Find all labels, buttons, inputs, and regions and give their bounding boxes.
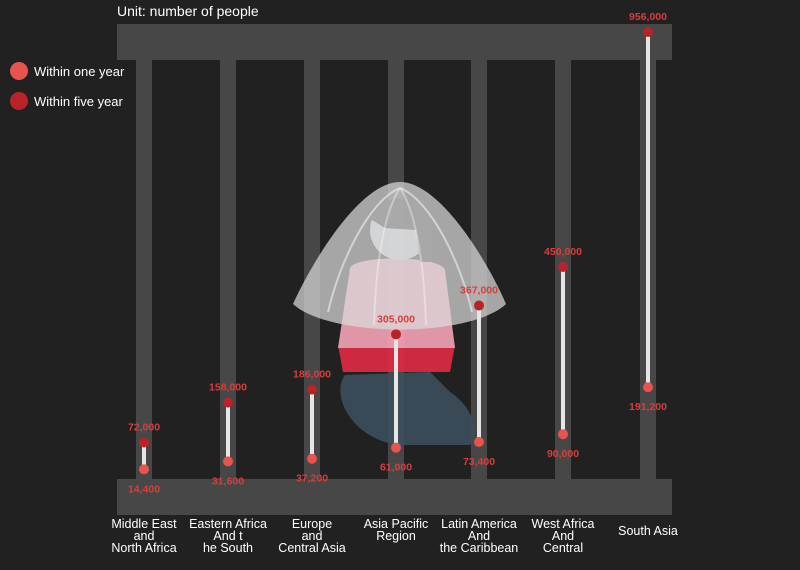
legend-label: Within five year	[34, 93, 123, 109]
point-within-five-year	[391, 329, 401, 340]
legend-item-within-one-year: Within one year	[10, 61, 124, 81]
category-label-line: Region	[376, 529, 416, 543]
point-within-five-year	[307, 384, 317, 395]
legend: Within one year Within five year	[10, 61, 124, 121]
cage-bar	[136, 24, 152, 479]
point-within-five-year	[223, 397, 233, 408]
data-label-within-five-year: 956,000	[629, 11, 667, 23]
category-label-line: Central	[542, 541, 584, 555]
category-label-line: And	[551, 529, 575, 543]
data-label-within-five-year: 367,000	[460, 285, 498, 297]
category-label: Eastern Africa And t he South	[173, 517, 283, 555]
point-within-one-year	[643, 382, 653, 393]
category-label-line: and	[133, 529, 155, 543]
category-label: Latin America And the Caribbean	[424, 517, 534, 555]
category-label-line: and	[301, 529, 323, 543]
category-label: Middle East and North Africa	[89, 517, 199, 555]
category-label-line: South Asia	[618, 524, 678, 538]
point-within-one-year	[307, 453, 317, 464]
category-label-line: Europe	[291, 517, 333, 531]
data-label-within-five-year: 305,000	[377, 313, 415, 325]
category-label-line: And t	[213, 529, 243, 543]
legend-item-within-five-year: Within five year	[10, 91, 124, 111]
data-label-within-five-year: 158,000	[209, 382, 247, 394]
point-within-five-year	[643, 27, 653, 37]
category-label-line: Asia Pacific	[363, 517, 429, 531]
data-label-within-one-year: 90,000	[547, 448, 579, 460]
category-label: Europe and Central Asia	[257, 517, 367, 555]
data-label-within-five-year: 72,000	[128, 422, 160, 434]
category-label-line: West Africa	[531, 517, 595, 531]
category-label-line: Middle East	[111, 517, 177, 531]
point-within-five-year	[139, 437, 149, 448]
category-label: Asia Pacific Region	[341, 517, 451, 543]
point-within-five-year	[474, 300, 484, 311]
data-label-within-five-year: 186,000	[293, 369, 331, 381]
legend-dot-within-one-year	[10, 62, 28, 80]
cage-top-rail	[117, 24, 672, 60]
category-label-line: he South	[202, 541, 254, 555]
point-within-one-year	[474, 436, 484, 447]
category-label-line: North Africa	[111, 541, 177, 555]
cage-bottom-rail	[117, 479, 672, 515]
category-label-line: And	[467, 529, 491, 543]
point-within-five-year	[558, 262, 568, 273]
girl-illustration	[293, 182, 506, 445]
category-label-line: Central Asia	[278, 541, 346, 555]
category-label-line: the Caribbean	[439, 541, 519, 555]
cage-bar	[304, 24, 320, 479]
data-label-within-one-year: 73,400	[463, 456, 495, 468]
cage-bar	[555, 24, 571, 479]
unit-label: Unit: number of people	[117, 3, 259, 19]
cage-bar	[220, 24, 236, 479]
data-label-within-one-year: 31,600	[212, 475, 244, 487]
point-within-one-year	[391, 442, 401, 453]
legend-dot-within-five-year	[10, 92, 28, 110]
data-label-within-one-year: 191,200	[629, 401, 667, 413]
cage-bar	[471, 24, 487, 479]
legend-label: Within one year	[34, 63, 125, 79]
data-label-within-five-year: 450,000	[544, 246, 582, 258]
category-label: South Asia	[593, 524, 703, 538]
category-label: West Africa And Central	[508, 517, 618, 555]
point-within-one-year	[139, 464, 149, 475]
data-label-within-one-year: 37,200	[296, 473, 328, 485]
data-marks: 72,000 14,400 158,000 31,600 186,000 37,200 30…	[128, 11, 667, 495]
category-label-line: Eastern Africa	[189, 517, 267, 531]
data-label-within-one-year: 61,000	[380, 462, 412, 474]
point-within-one-year	[558, 429, 568, 440]
point-within-one-year	[223, 456, 233, 467]
data-label-within-one-year: 14,400	[128, 483, 160, 495]
category-label-line: Latin America	[441, 517, 517, 531]
